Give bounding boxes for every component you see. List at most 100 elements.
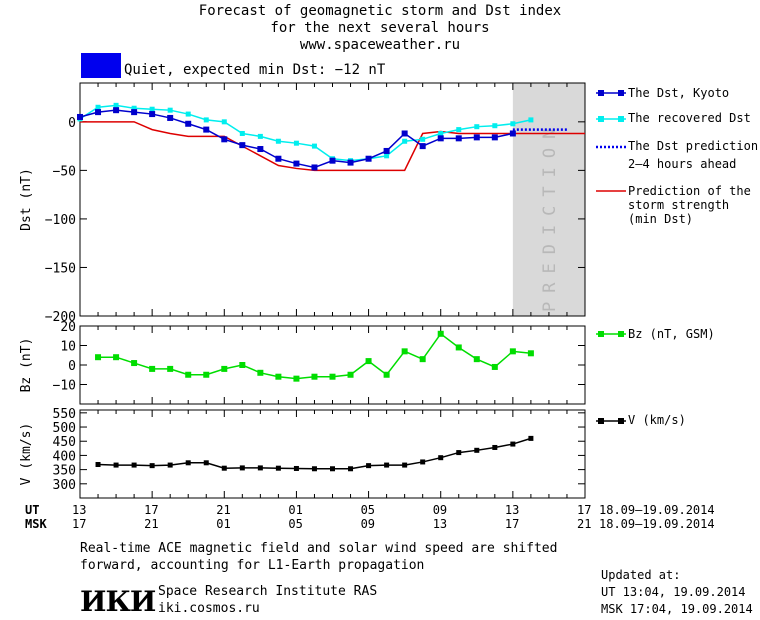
y-tick-label: −100 [45,213,76,228]
v-point [366,463,372,469]
v-point [275,465,281,471]
ut-tick-label: 05 [360,503,376,517]
recovered-dst-point [438,130,444,136]
bz-point [527,350,534,357]
legend-swatch-v-marker [598,418,604,424]
recovered-dst-point [113,102,119,108]
kyoto-dst-point [77,113,83,120]
bz-point [347,371,354,378]
legend-storm-line1: Prediction of the [628,184,751,198]
bz-point [221,365,228,372]
recovered-dst-point [203,117,209,123]
bz-point [275,373,282,380]
msk-tick-label: 17 [504,517,520,531]
recovered-dst-point [257,133,263,139]
iki-logo: ИКИ [80,585,156,618]
legend-dst-recovered: The recovered Dst [628,111,751,125]
panel-frame-1 [79,82,586,317]
footnote-line2: forward, accounting for L1-Earth propaga… [80,558,425,573]
bz-point [293,375,300,382]
ut-tick-label: 13 [72,503,87,517]
kyoto-dst-point [437,135,444,142]
y-tick-label: 0 [68,116,76,131]
kyoto-dst-point [473,134,480,141]
recovered-dst-point [149,106,155,112]
v-point [474,447,480,453]
ut-tick-label: 09 [432,503,448,517]
y-axis-label: V (km/s) [19,423,34,486]
kyoto-dst-point [329,157,336,164]
kyoto-dst-point [455,135,462,142]
chart-title-line2: for the next several hours [270,20,490,36]
y-tick-label: 400 [53,449,76,464]
bz-point [185,371,192,378]
y-tick-label: −10 [53,379,76,394]
v-point [257,465,263,471]
y-axis-label: Dst (nT) [19,168,34,231]
v-point [528,435,534,441]
v-point [167,462,173,468]
ut-tick-label: 17 [144,503,159,517]
y-tick-label: −50 [53,164,76,179]
recovered-dst-point [420,136,426,142]
bz-point [401,348,408,355]
bz-point [239,362,246,368]
y-tick-label: 450 [53,435,76,450]
v-point [113,462,119,468]
bz-point [383,371,390,378]
msk-tick-label: 21 [144,517,159,531]
msk-axis-label: MSK [25,517,47,531]
v-point [149,463,155,469]
v-point [203,460,209,466]
recovered-dst-point [185,111,191,117]
y-tick-label: 500 [53,421,76,436]
legend-swatch-v-marker [618,418,624,424]
institute-site[interactable]: iki.cosmos.ru [158,601,260,616]
recovered-dst-point [275,138,281,144]
recovered-dst-point [510,121,516,127]
ut-tick-label: 21 [216,503,231,517]
bz-point [131,360,138,367]
legend-swatch-kyoto-marker [598,90,604,96]
kyoto-dst-point [491,134,498,141]
msk-tick-label: 01 [216,517,231,531]
legend-swatch-recovered-marker [618,116,624,122]
msk-tick-label: 21 [577,517,592,531]
recovered-dst-point [293,140,299,146]
kyoto-dst-point [365,155,372,162]
bz-point [257,369,264,376]
kyoto-dst-point [347,159,354,166]
v-line [98,437,532,470]
kyoto-dst-point [311,164,318,171]
bz-point [329,373,336,380]
prediction-label: PREDICTION [540,120,560,312]
ut-tick-label: 13 [504,503,520,517]
bz-point [509,348,516,355]
recovered-dst-point [384,153,390,159]
recovered-dst-point [492,123,498,129]
msk-tick-label: 09 [360,517,376,531]
kyoto-dst-point [149,111,156,118]
recovered-dst-point [221,119,227,125]
kyoto-dst-line [79,109,514,169]
kyoto-dst-point [185,120,192,127]
msk-tick-label: 13 [432,517,448,531]
recovered-dst-point [402,138,408,144]
updated-label: Updated at: [601,568,681,582]
legend-storm-line2: storm strength [628,198,730,212]
recovered-dst-point [167,107,173,113]
bz-point [455,344,462,351]
panel-frame-2 [79,325,586,405]
legend-storm-line3: (min Dst) [628,212,694,226]
legend-dst-prediction-line2: 2–4 hours ahead [628,157,737,171]
bz-point [491,363,498,370]
kyoto-dst-point [401,130,408,137]
kyoto-dst-point [167,114,174,121]
source-url: www.spaceweather.ru [299,37,461,53]
bz-point [203,371,210,378]
legend-swatch-bz-marker [618,331,624,337]
legend-bz: Bz (nT, GSM) [628,327,715,341]
bz-point [473,356,480,363]
ut-axis-label: UT [25,503,40,517]
legend-swatch-kyoto-marker [618,90,624,96]
